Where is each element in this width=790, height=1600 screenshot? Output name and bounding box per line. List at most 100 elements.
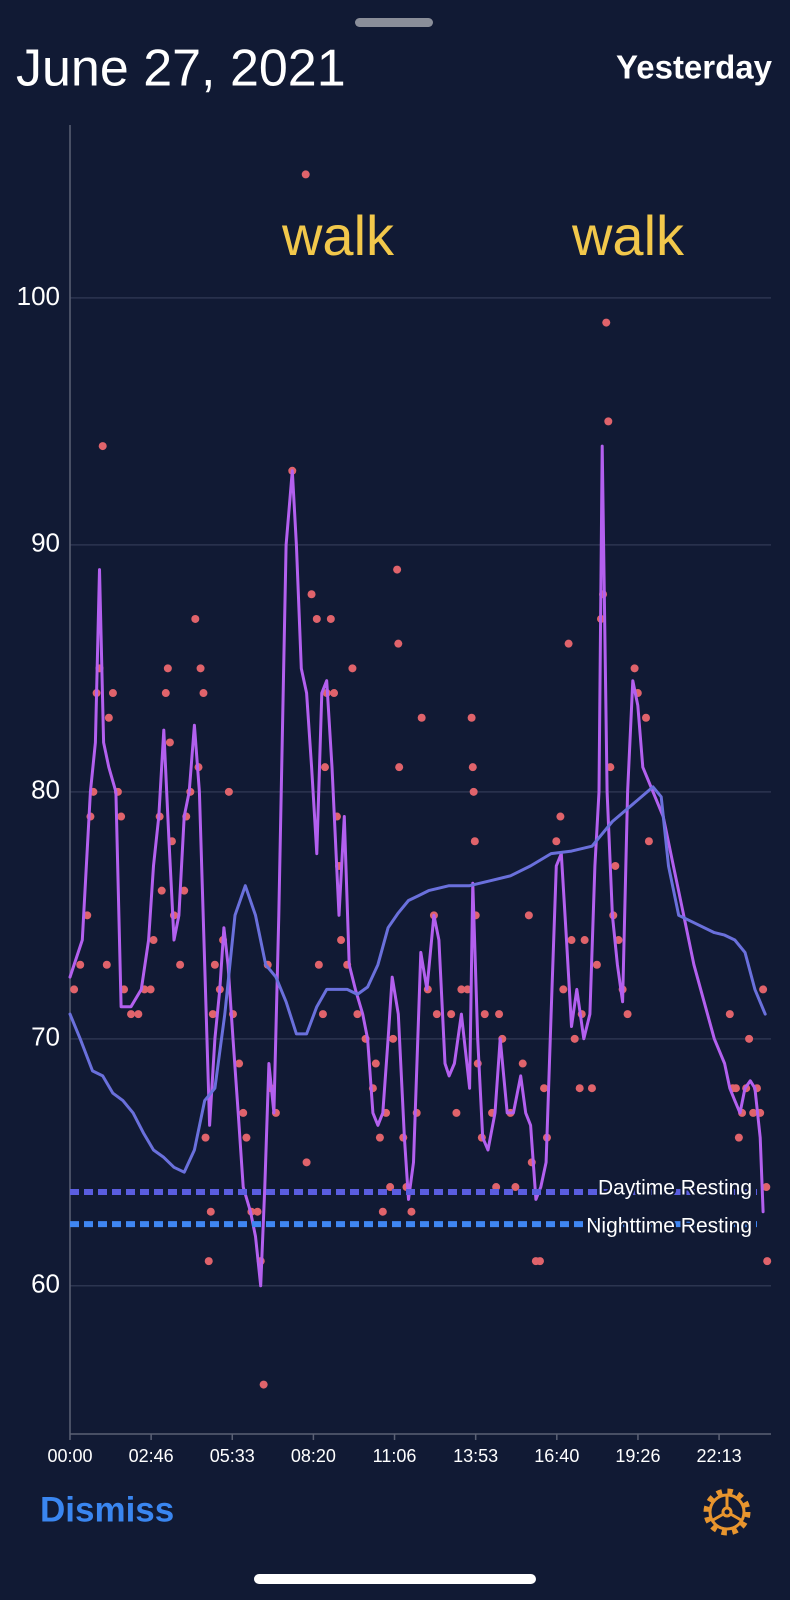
x-tick-label: 19:26: [615, 1446, 660, 1466]
dot: [314, 960, 323, 969]
dot: [337, 936, 346, 945]
dot: [378, 1207, 387, 1216]
dot: [759, 985, 768, 994]
dot: [745, 1034, 754, 1043]
dot: [371, 1059, 380, 1068]
y-tick-label: 70: [31, 1022, 60, 1052]
y-tick-label: 80: [31, 775, 60, 805]
dot: [432, 1010, 441, 1019]
gear-rim: [708, 1493, 746, 1531]
dot: [239, 1108, 248, 1117]
dot: [161, 689, 170, 698]
gear-teeth: [703, 1488, 751, 1536]
dot: [146, 985, 155, 994]
dot: [580, 936, 589, 945]
line: [68, 785, 767, 1174]
dot: [511, 1183, 520, 1192]
reference-label: Daytime Resting: [598, 1177, 752, 1200]
dot: [480, 1010, 489, 1019]
dot: [134, 1010, 143, 1019]
dot: [253, 1207, 262, 1216]
dot: [210, 960, 219, 969]
dot: [725, 1010, 734, 1019]
dot: [242, 1133, 251, 1142]
y-tick-label: 90: [31, 528, 60, 558]
x-tick-label: 02:46: [129, 1446, 174, 1466]
settings-button[interactable]: [703, 1488, 751, 1536]
dot: [224, 787, 233, 796]
dot: [407, 1207, 416, 1216]
dot: [495, 1010, 504, 1019]
dot: [208, 1010, 217, 1019]
dot: [330, 689, 339, 698]
dot: [117, 812, 126, 821]
dot: [70, 985, 79, 994]
dot: [302, 1158, 311, 1167]
dot: [108, 689, 117, 698]
dot: [535, 1257, 544, 1266]
dot: [641, 713, 650, 722]
dot: [587, 1084, 596, 1093]
dot: [353, 1010, 362, 1019]
dot: [630, 664, 639, 673]
dot: [606, 763, 615, 772]
dot: [165, 738, 174, 747]
dot: [575, 1084, 584, 1093]
dot: [301, 170, 310, 179]
dot: [259, 1380, 268, 1389]
x-tick-label: 11:06: [373, 1446, 417, 1466]
dot: [157, 886, 166, 895]
gear-spokes: [712, 1496, 742, 1522]
dot: [395, 763, 404, 772]
dot: [552, 837, 561, 846]
dot: [312, 614, 321, 623]
yesterday-button[interactable]: Yesterday: [616, 49, 773, 86]
dot: [320, 763, 329, 772]
dot: [235, 1059, 244, 1068]
x-tick-label: 22:13: [697, 1446, 742, 1466]
dot: [564, 639, 573, 648]
dot: [611, 861, 620, 870]
dot: [201, 1133, 210, 1142]
x-tick-label: 13:53: [453, 1446, 498, 1466]
dot: [734, 1133, 743, 1142]
plot: 60 70 80 90 100 00:00 02:46 05:33 08:20 11:06 13:5…: [17, 125, 772, 1466]
dot: [452, 1108, 461, 1117]
date-title: June 27, 2021: [16, 40, 346, 98]
dot: [191, 614, 200, 623]
dot: [762, 1183, 771, 1192]
dot: [467, 713, 476, 722]
dot: [604, 417, 613, 426]
dot: [102, 960, 111, 969]
dot: [470, 837, 479, 846]
dot: [518, 1059, 527, 1068]
x-tick-label: 16:40: [534, 1446, 579, 1466]
dot: [556, 812, 565, 821]
x-tick-label: 08:20: [291, 1446, 336, 1466]
dot: [602, 318, 611, 327]
dot: [76, 960, 85, 969]
sheet-handle: [355, 18, 433, 27]
dismiss-button[interactable]: Dismiss: [40, 1490, 174, 1529]
dot: [104, 713, 113, 722]
dot: [540, 1084, 549, 1093]
dot: [457, 985, 466, 994]
annotation: walk: [571, 204, 685, 267]
dot: [469, 787, 478, 796]
dot: [592, 960, 601, 969]
dot: [559, 985, 568, 994]
dot: [180, 886, 189, 895]
dot: [570, 1034, 579, 1043]
dot: [623, 1010, 632, 1019]
x-tick-label: 05:33: [210, 1446, 255, 1466]
dot: [468, 763, 477, 772]
dot: [763, 1257, 772, 1266]
home-indicator: [254, 1574, 536, 1584]
dot: [149, 936, 158, 945]
y-tick-label: 100: [17, 281, 60, 311]
dot: [199, 689, 208, 698]
dot: [463, 985, 472, 994]
